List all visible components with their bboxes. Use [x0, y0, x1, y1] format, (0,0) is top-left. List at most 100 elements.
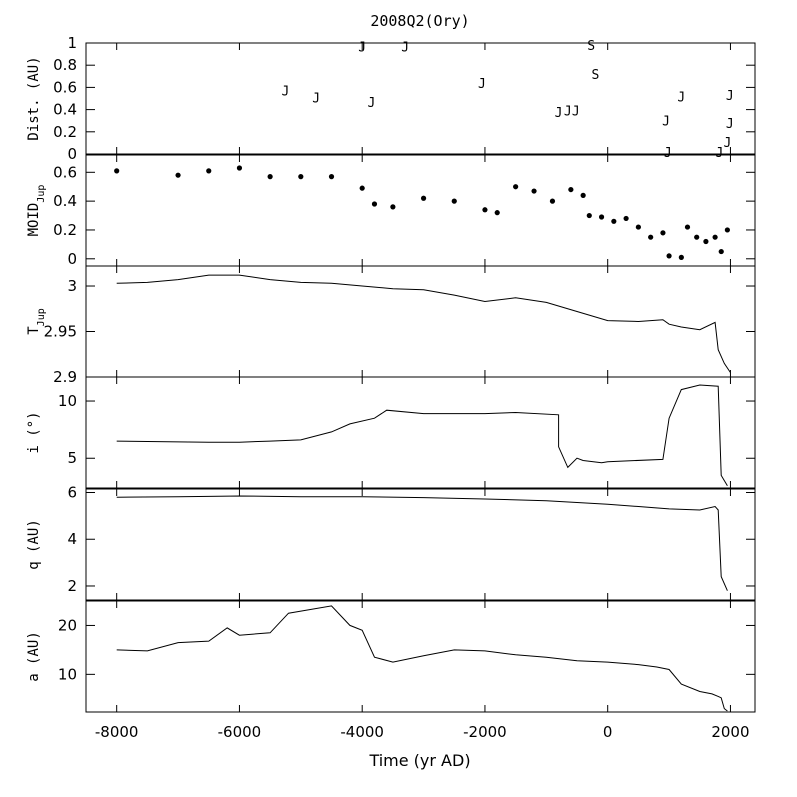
panel-frame-a [85, 600, 756, 713]
x-axis-title: Time (yr AD) [368, 751, 470, 770]
moid-point [482, 207, 488, 213]
encounter-marker: J [662, 115, 670, 130]
moid-point [568, 186, 574, 193]
moid-point [371, 201, 378, 207]
encounter-marker: S [587, 39, 595, 54]
y-tick-label-moid: 0.4 [53, 192, 77, 210]
moid-point [114, 168, 120, 174]
y-tick-label-incl: 5 [67, 449, 77, 467]
y-axis-label-moid: MOIDJup [26, 185, 47, 237]
panel-incl: 5 10 i (°) [26, 376, 756, 489]
encounter-marker: J [555, 106, 563, 121]
moid-point [267, 174, 273, 180]
moid-point [684, 224, 691, 230]
y-tick-label-moid: 0.6 [53, 163, 77, 181]
moid-point [598, 214, 605, 220]
encounter-marker: J [677, 90, 685, 105]
series-line-incl [116, 384, 728, 486]
moid-point [660, 230, 666, 236]
y-tick-label-dist: 0.6 [53, 78, 77, 96]
y-tick-label-q: 4 [67, 530, 77, 548]
y-tick-label-a: 20 [58, 616, 77, 634]
moid-point [712, 234, 718, 240]
y-tick-label-dist: 0.2 [53, 123, 77, 141]
moid-point [694, 234, 700, 240]
y-tick-label-dist: 0.8 [53, 56, 77, 74]
y-tick-label-incl: 10 [58, 392, 77, 410]
panel-q: 2 4 6 q (AU) [26, 484, 756, 601]
encounter-marker: J [715, 146, 723, 161]
moid-point [623, 215, 629, 222]
x-tick-label: -2000 [463, 723, 507, 741]
moid-point [678, 254, 684, 260]
y-axis-label-a: a (AU) [26, 631, 42, 682]
y-tick-label-q: 2 [67, 577, 77, 595]
moid-point [531, 188, 537, 194]
panel-frame-dist [85, 42, 756, 155]
y-tick-label-moid: 0.2 [53, 221, 77, 239]
series-line-q [116, 495, 728, 591]
y-axis-label-incl: i (°) [26, 411, 42, 453]
y-tick-label-tjup: 3 [67, 277, 77, 295]
y-tick-label-a: 10 [58, 665, 77, 683]
encounter-marker: J [726, 89, 734, 104]
moid-point [611, 218, 617, 224]
panel-frame-q [85, 488, 756, 601]
moid-point [298, 174, 304, 180]
encounter-marker: J [282, 85, 290, 100]
moid-point [359, 185, 365, 191]
y-axis-label-sub-tjup: Jup [36, 308, 47, 326]
moid-point [586, 212, 592, 219]
y-axis-label-q: q (AU) [26, 519, 42, 570]
moid-point [666, 253, 672, 259]
encounter-marker: S [592, 68, 600, 83]
encounter-marker: J [726, 117, 734, 132]
series-line-a [116, 605, 728, 712]
moid-point [390, 204, 396, 210]
panel-a: 10 20 a (AU) [26, 600, 756, 713]
encounter-marker: J [401, 40, 409, 55]
y-axis-label-dist: Dist. (AU) [26, 56, 42, 140]
series-line-tjup [116, 274, 731, 373]
encounter-marker: J [572, 105, 580, 120]
encounter-marker: J [478, 77, 486, 92]
moid-point [175, 172, 181, 178]
moid-point [328, 174, 335, 180]
x-tick-label: 2000 [711, 723, 749, 741]
moid-point [451, 198, 457, 204]
encounter-marker: J [367, 96, 375, 111]
moid-point [206, 168, 212, 174]
x-tick-label: 0 [603, 723, 613, 741]
y-tick-label-dist: 0 [67, 145, 77, 163]
y-tick-label-dist: 0.4 [53, 101, 77, 119]
panel-frame-tjup [85, 265, 756, 378]
moid-point [420, 195, 427, 201]
moid-point [718, 248, 724, 255]
moid-point [724, 227, 730, 233]
x-tick-label: -4000 [340, 723, 384, 741]
y-tick-label-tjup: 2.9 [53, 368, 77, 386]
moid-point [648, 234, 654, 240]
moid-point [635, 224, 641, 230]
encounter-marker: J [312, 91, 320, 106]
encounter-marker: J [723, 136, 731, 151]
moid-point [513, 184, 519, 190]
moid-point [703, 238, 709, 245]
encounter-marker: J [664, 146, 672, 161]
x-tick-label: -6000 [218, 723, 262, 741]
chart-title: 2008Q2(Ory) [370, 12, 469, 30]
x-tick-label: -8000 [95, 723, 139, 741]
y-tick-label-moid: 0 [67, 250, 77, 268]
y-axis-label-sub-moid: Jup [36, 185, 47, 203]
y-tick-label-dist: 1 [67, 34, 77, 52]
panel-frame-incl [85, 376, 756, 489]
panel-frame-moid [85, 154, 756, 267]
encounter-marker: J [358, 40, 366, 55]
y-tick-label-tjup: 2.95 [44, 323, 77, 341]
y-tick-label-q: 6 [67, 484, 77, 502]
encounter-marker: J [564, 105, 572, 120]
panel-moid: 0 0.2 0.4 0.6 MOIDJup [26, 154, 756, 268]
